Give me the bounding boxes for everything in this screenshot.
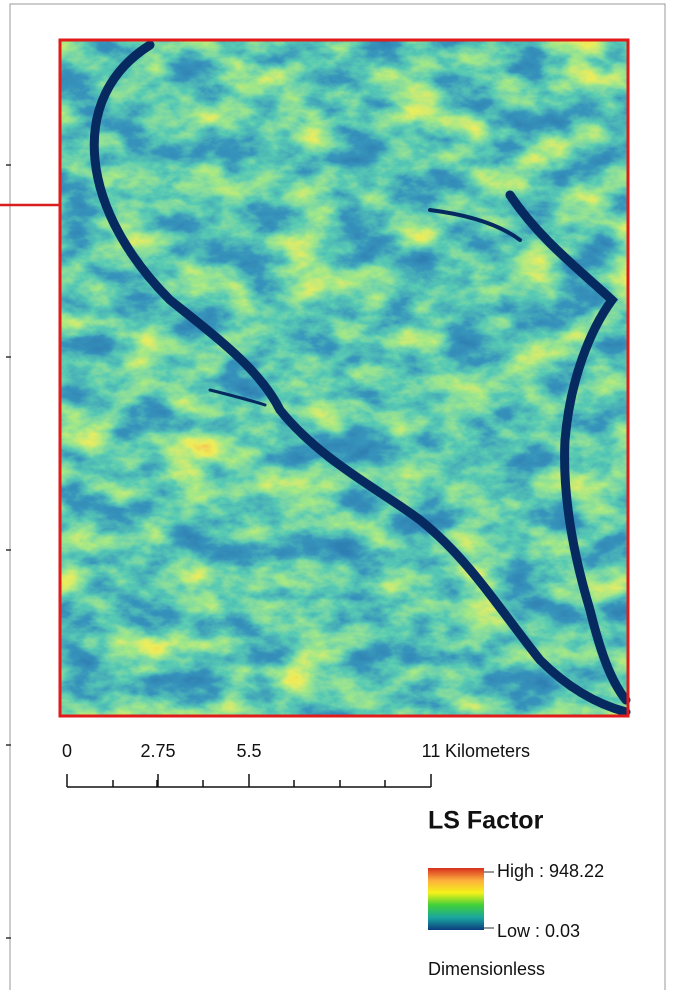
scale-label: 5.5 <box>236 741 261 761</box>
scale-unit: Kilometers <box>445 741 530 761</box>
scale-label: 2.75 <box>140 741 175 761</box>
raster <box>58 38 631 718</box>
frame-ticks <box>6 164 11 939</box>
page-frame <box>9 3 666 995</box>
legend-low: Low : 0.03 <box>497 921 580 941</box>
scale-label: 0 <box>62 741 72 761</box>
scale-label: 11 <box>422 741 441 761</box>
legend-units: Dimensionless <box>428 959 545 979</box>
legend-title: LS Factor <box>428 807 544 835</box>
legend-ramp <box>428 868 484 930</box>
legend-high: High : 948.22 <box>497 861 604 881</box>
